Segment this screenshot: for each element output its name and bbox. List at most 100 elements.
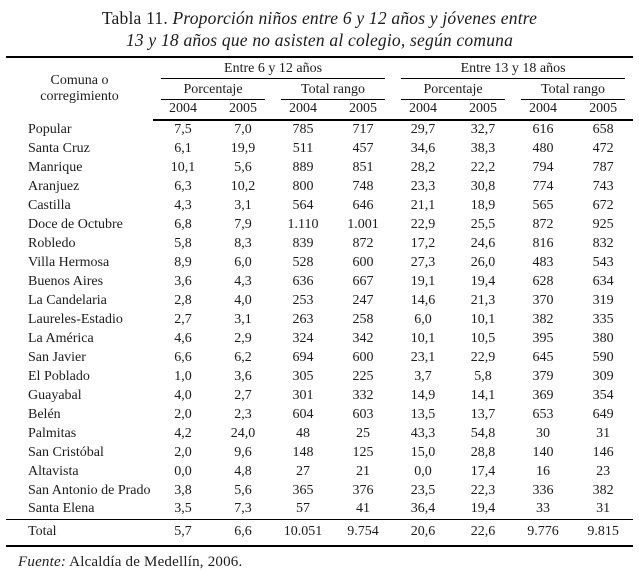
header-row-years: 2004 2005 2004 2005 2004 2005 2004 2005: [6, 100, 634, 121]
total-value-cell: 10.051: [273, 518, 333, 547]
header-total-rango-2: Total rango: [513, 79, 633, 100]
value-cell: 305: [292, 368, 314, 384]
value-cell: 5,6: [234, 159, 252, 175]
table-row: Robledo 5,8 8,3 839 872 17,2 24,6 816 83…: [6, 234, 633, 253]
header-porcentaje-1-label: Porcentaje: [161, 79, 265, 100]
value-cell: 146: [592, 444, 614, 460]
value-cell: 600: [352, 349, 374, 365]
comuna-cell: Villa Hermosa: [28, 254, 110, 270]
value-cell: 6,0: [234, 254, 252, 270]
value-cell: 628: [532, 273, 554, 289]
value-cell: 30,8: [470, 178, 496, 194]
comuna-cell: Belén: [28, 406, 61, 422]
table-row: San Cristóbal 2,0 9,6 148 125 15,0 28,8 …: [6, 443, 633, 462]
value-cell: 472: [592, 140, 614, 156]
value-cell: 3,5: [174, 501, 192, 517]
comuna-cell: San Antonio de Prado: [28, 482, 151, 498]
value-cell: 379: [532, 368, 554, 384]
value-cell: 604: [292, 406, 314, 422]
value-cell: 1.001: [347, 216, 379, 232]
total-value-cell: 5,7: [153, 518, 213, 547]
value-cell: 600: [352, 254, 374, 270]
table-title-number: Tabla 11.: [101, 8, 168, 28]
value-cell: 26,0: [470, 254, 496, 270]
total-row: Total 5,7 6,6 10.051 9.754 20,6 22,6 9.7…: [6, 518, 634, 547]
value-cell: 5,8: [174, 235, 192, 251]
value-cell: 24,0: [230, 425, 256, 441]
comuna-cell: San Javier: [28, 349, 86, 365]
source-label: Fuente:: [18, 554, 67, 570]
value-cell: 748: [352, 178, 374, 194]
value-cell: 667: [352, 273, 374, 289]
value-cell: 14,9: [410, 387, 436, 403]
value-cell: 6,8: [174, 216, 192, 232]
value-cell: 4,0: [174, 387, 192, 403]
value-cell: 41: [356, 501, 371, 517]
value-cell: 565: [532, 197, 554, 213]
table-row: La América 4,6 2,9 324 342 10,1 10,5 395…: [6, 329, 633, 348]
value-cell: 32,7: [470, 122, 496, 137]
comuna-cell: Doce de Octubre: [28, 216, 123, 232]
value-cell: 22,2: [470, 159, 496, 175]
value-cell: 8,9: [174, 254, 192, 270]
value-cell: 18,9: [470, 197, 496, 213]
header-year: 2004: [153, 100, 213, 121]
header-year: 2004: [513, 100, 574, 121]
table-row: Villa Hermosa 8,9 6,0 528 600 27,3 26,0 …: [6, 253, 633, 272]
data-table: Comuna o corregimiento Entre 6 y 12 años…: [6, 56, 634, 547]
value-cell: 335: [592, 311, 614, 327]
total-label-cell: Total: [6, 518, 153, 547]
value-cell: 9,6: [234, 444, 252, 460]
value-cell: 258: [352, 311, 374, 327]
value-cell: 2,0: [174, 444, 192, 460]
table-row: Belén 2,0 2,3 604 603 13,5 13,7 653 649: [6, 405, 633, 424]
value-cell: 28,8: [470, 444, 496, 460]
value-cell: 2,7: [234, 387, 252, 403]
value-cell: 301: [292, 387, 314, 403]
value-cell: 7,3: [234, 501, 252, 517]
header-year: 2004: [273, 100, 333, 121]
header-year: 2004: [393, 100, 454, 121]
value-cell: 380: [592, 330, 614, 346]
table-row: Aranjuez 6,3 10,2 800 748 23,3 30,8 774 …: [6, 177, 633, 196]
value-cell: 3,1: [234, 311, 252, 327]
table-title-line2: 13 y 18 años que no asisten al colegio, …: [125, 30, 514, 50]
header-porcentaje-2: Porcentaje: [393, 79, 513, 100]
comuna-cell: Buenos Aires: [28, 273, 104, 289]
value-cell: 19,4: [470, 273, 496, 289]
value-cell: 4,3: [174, 197, 192, 213]
value-cell: 354: [592, 387, 614, 403]
comuna-cell: Manrique: [28, 159, 83, 175]
header-group-13-18: Entre 13 y 18 años: [393, 57, 633, 79]
total-value-cell: 20,6: [393, 518, 454, 547]
value-cell: 19,9: [230, 140, 256, 156]
value-cell: 2,0: [174, 406, 192, 422]
value-cell: 30: [536, 425, 551, 441]
value-cell: 22,9: [410, 216, 436, 232]
value-cell: 21,1: [410, 197, 436, 213]
value-cell: 369: [532, 387, 554, 403]
comuna-cell: San Cristóbal: [28, 444, 104, 460]
table-title: Tabla 11. Proporción niños entre 6 y 12 …: [6, 7, 633, 51]
value-cell: 247: [352, 292, 374, 308]
value-cell: 13,7: [470, 406, 496, 422]
value-cell: 0,0: [174, 463, 192, 479]
value-cell: 4,2: [174, 425, 192, 441]
comuna-cell: Altavista: [28, 463, 79, 479]
table-row: Altavista 0,0 4,8 27 21 0,0 17,4 16 23: [6, 462, 633, 481]
value-cell: 743: [592, 178, 614, 194]
value-cell: 125: [352, 444, 374, 460]
value-cell: 31: [596, 501, 611, 517]
value-cell: 925: [592, 216, 614, 232]
value-cell: 694: [292, 349, 314, 365]
value-cell: 851: [352, 159, 374, 175]
value-cell: 365: [292, 482, 314, 498]
comuna-cell: Aranjuez: [28, 178, 80, 194]
header-year: 2005: [573, 100, 634, 121]
header-total-rango-1: Total rango: [273, 79, 393, 100]
value-cell: 8,3: [234, 235, 252, 251]
total-value-cell: 9.754: [333, 518, 394, 547]
value-cell: 43,3: [410, 425, 436, 441]
header-group-6-12: Entre 6 y 12 años: [153, 57, 393, 79]
